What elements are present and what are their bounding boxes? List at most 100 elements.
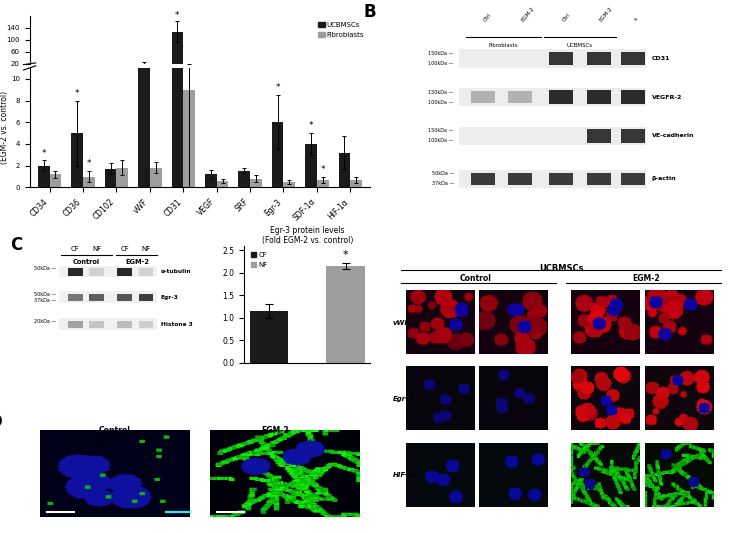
Bar (250, 311, 288, 362)
Bar (205, 174, 217, 188)
Text: α-tubulin: α-tubulin (160, 269, 191, 274)
Bar (549, 52, 573, 66)
Bar (139, 320, 153, 328)
Bar (183, 67, 195, 70)
Bar (117, 69, 128, 70)
Text: *: * (343, 250, 348, 260)
Text: B: B (364, 3, 376, 21)
Text: *: * (41, 149, 46, 158)
Text: Egr-3: Egr-3 (392, 396, 414, 402)
Text: +: + (633, 15, 640, 22)
Text: EGM-2: EGM-2 (261, 426, 289, 435)
Bar (587, 52, 610, 66)
Text: Fibroblasts: Fibroblasts (488, 43, 518, 48)
Bar (68, 320, 83, 328)
Text: D: D (0, 413, 2, 431)
Bar (171, 31, 183, 70)
Bar (471, 91, 494, 103)
Text: VE-cadherin: VE-cadherin (652, 133, 694, 139)
Bar (327, 266, 364, 362)
Bar (72, 68, 83, 70)
Text: 50kDa —: 50kDa — (33, 292, 55, 297)
Bar (50, 174, 61, 188)
Bar (272, 68, 284, 70)
Bar (587, 173, 610, 185)
Text: *: * (309, 122, 313, 131)
Bar (150, 168, 162, 188)
Bar (105, 169, 117, 188)
Bar (621, 129, 644, 143)
Text: VEGFR-2: VEGFR-2 (652, 95, 682, 100)
Bar (89, 268, 104, 276)
Bar (317, 180, 329, 188)
Legend: UCBMSCs, Fibroblasts: UCBMSCs, Fibroblasts (315, 20, 367, 41)
Text: UCBMSCs: UCBMSCs (567, 43, 593, 48)
Bar (587, 129, 610, 143)
Bar (68, 268, 83, 276)
Text: Ctrl: Ctrl (561, 12, 571, 22)
Bar (89, 320, 104, 328)
Bar (621, 173, 644, 185)
Text: 150kDa —: 150kDa — (429, 90, 454, 94)
Bar (118, 320, 132, 328)
Bar (471, 173, 494, 185)
Text: Control: Control (460, 274, 492, 283)
Text: 100kDa —: 100kDa — (429, 61, 454, 66)
Text: Control: Control (99, 426, 131, 435)
Bar (72, 133, 83, 188)
Bar (459, 169, 647, 188)
Bar (217, 181, 228, 188)
Text: CD31: CD31 (652, 56, 670, 61)
Text: UCBMSCs: UCBMSCs (539, 263, 584, 272)
Bar (350, 180, 362, 188)
Text: C: C (10, 237, 22, 254)
Bar (587, 91, 610, 104)
Bar (621, 91, 644, 104)
Bar (38, 166, 50, 188)
Text: vWF: vWF (392, 320, 409, 326)
Bar (59, 318, 157, 330)
Bar (284, 182, 295, 188)
Bar (459, 127, 647, 145)
Bar (272, 122, 284, 188)
Bar (171, 0, 183, 188)
Text: Histone 3: Histone 3 (160, 321, 192, 327)
Bar (459, 88, 647, 106)
Bar (139, 294, 153, 301)
Text: 150kDa —: 150kDa — (429, 128, 454, 133)
Text: 50kDa —: 50kDa — (432, 171, 454, 176)
Bar (239, 171, 250, 188)
Text: NF: NF (92, 246, 101, 252)
Bar (150, 69, 162, 70)
Bar (338, 152, 350, 188)
Legend: CF, NF: CF, NF (248, 249, 270, 270)
Bar (183, 90, 195, 188)
Bar (139, 268, 153, 276)
Text: *: * (175, 11, 180, 20)
Text: 100kDa —: 100kDa — (429, 139, 454, 143)
Text: EGM-2: EGM-2 (125, 259, 149, 265)
Text: EGM-2: EGM-2 (520, 6, 536, 22)
Text: *: * (276, 83, 280, 92)
Bar (621, 52, 644, 66)
Text: *: * (321, 165, 325, 174)
Text: EGM-2: EGM-2 (633, 274, 660, 283)
Text: NF: NF (141, 246, 151, 252)
Bar (138, 64, 150, 70)
Bar (549, 91, 573, 104)
Bar (117, 168, 128, 188)
Text: CF: CF (120, 246, 129, 252)
Text: *: * (86, 159, 91, 168)
Bar (508, 91, 532, 103)
Text: 100kDa —: 100kDa — (429, 100, 454, 105)
Bar (118, 294, 132, 301)
Text: *: * (75, 89, 79, 98)
Bar (459, 50, 647, 68)
Text: Control: Control (72, 259, 100, 265)
Text: HIF-1α: HIF-1α (392, 472, 418, 478)
Bar (338, 69, 350, 70)
Bar (59, 265, 157, 277)
Bar (305, 69, 317, 70)
Bar (68, 294, 83, 301)
Bar (89, 294, 104, 301)
